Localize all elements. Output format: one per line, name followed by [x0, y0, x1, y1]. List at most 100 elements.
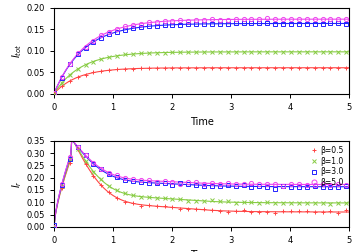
β=5.0 — [170, 180, 175, 183]
β=5.0 — [273, 183, 277, 186]
β=3.0 — [178, 182, 183, 185]
β=3.0 — [289, 186, 293, 189]
β=5.0 — [178, 182, 183, 185]
β=5.0 — [84, 153, 88, 156]
β=5.0 — [147, 179, 151, 182]
β=1.0 — [68, 158, 72, 161]
β=3.0 — [170, 184, 175, 187]
β=1.0 — [76, 147, 80, 150]
β=5.0 — [131, 178, 135, 181]
β=5.0 — [336, 182, 341, 185]
β=1.0 — [139, 196, 143, 199]
β=1.0 — [226, 200, 230, 203]
β=1.0 — [52, 225, 56, 228]
Line: β=0.5: β=0.5 — [52, 147, 348, 229]
β=0.5 — [115, 196, 120, 199]
β=1.0 — [123, 192, 127, 195]
Y-axis label: $I_{tot}$: $I_{tot}$ — [10, 43, 24, 58]
β=1.0 — [344, 202, 348, 205]
β=1.0 — [257, 201, 261, 204]
β=3.0 — [328, 185, 333, 188]
β=0.5 — [226, 210, 230, 213]
β=1.0 — [131, 194, 135, 197]
β=0.5 — [289, 210, 293, 213]
β=5.0 — [312, 183, 317, 186]
β=0.5 — [344, 209, 348, 212]
β=5.0 — [242, 183, 246, 186]
β=1.0 — [297, 201, 301, 204]
β=1.0 — [218, 200, 222, 203]
β=5.0 — [249, 182, 253, 185]
β=1.0 — [242, 200, 246, 203]
β=0.5 — [60, 186, 64, 190]
β=5.0 — [218, 183, 222, 186]
β=0.5 — [218, 209, 222, 212]
β=5.0 — [194, 180, 198, 183]
Line: β=5.0: β=5.0 — [52, 144, 348, 229]
β=5.0 — [91, 161, 96, 164]
β=5.0 — [297, 182, 301, 185]
β=1.0 — [84, 159, 88, 162]
β=5.0 — [344, 184, 348, 187]
β=5.0 — [76, 145, 80, 148]
β=1.0 — [289, 201, 293, 204]
β=1.0 — [320, 202, 325, 205]
β=3.0 — [218, 184, 222, 187]
β=5.0 — [305, 183, 309, 186]
β=1.0 — [305, 201, 309, 204]
β=3.0 — [123, 179, 127, 182]
β=0.5 — [147, 203, 151, 206]
β=3.0 — [273, 187, 277, 190]
β=3.0 — [76, 145, 80, 148]
β=3.0 — [305, 185, 309, 188]
β=3.0 — [257, 184, 261, 187]
β=5.0 — [257, 182, 261, 185]
β=0.5 — [281, 210, 285, 213]
β=3.0 — [115, 175, 120, 178]
β=1.0 — [147, 195, 151, 198]
β=1.0 — [210, 199, 214, 202]
β=5.0 — [226, 182, 230, 185]
β=1.0 — [249, 201, 253, 204]
β=3.0 — [60, 184, 64, 187]
β=5.0 — [210, 182, 214, 185]
β=3.0 — [281, 185, 285, 188]
β=1.0 — [178, 198, 183, 201]
β=0.5 — [328, 210, 333, 213]
Line: β=3.0: β=3.0 — [52, 145, 348, 227]
β=3.0 — [234, 184, 238, 187]
β=0.5 — [84, 162, 88, 165]
β=0.5 — [297, 209, 301, 212]
β=3.0 — [139, 181, 143, 184]
β=5.0 — [123, 177, 127, 180]
β=0.5 — [265, 210, 269, 213]
β=3.0 — [202, 184, 206, 187]
β=5.0 — [115, 173, 120, 176]
β=0.5 — [91, 175, 96, 178]
β=1.0 — [162, 196, 167, 199]
β=3.0 — [154, 182, 159, 185]
Legend: β=0.5, β=1.0, β=3.0, β=5.0: β=0.5, β=1.0, β=3.0, β=5.0 — [309, 145, 345, 188]
β=1.0 — [234, 202, 238, 205]
β=3.0 — [242, 184, 246, 187]
β=0.5 — [194, 207, 198, 210]
β=0.5 — [131, 202, 135, 205]
β=1.0 — [154, 197, 159, 200]
β=5.0 — [186, 181, 190, 184]
β=3.0 — [312, 185, 317, 188]
β=0.5 — [123, 201, 127, 204]
β=5.0 — [68, 156, 72, 159]
β=3.0 — [147, 181, 151, 184]
β=0.5 — [186, 208, 190, 211]
β=5.0 — [281, 184, 285, 187]
β=0.5 — [242, 208, 246, 211]
β=0.5 — [170, 206, 175, 209]
β=3.0 — [162, 181, 167, 184]
β=1.0 — [99, 178, 104, 181]
β=1.0 — [265, 201, 269, 204]
β=0.5 — [312, 211, 317, 214]
β=0.5 — [178, 207, 183, 210]
β=5.0 — [265, 182, 269, 185]
β=1.0 — [281, 201, 285, 204]
β=1.0 — [107, 184, 112, 187]
